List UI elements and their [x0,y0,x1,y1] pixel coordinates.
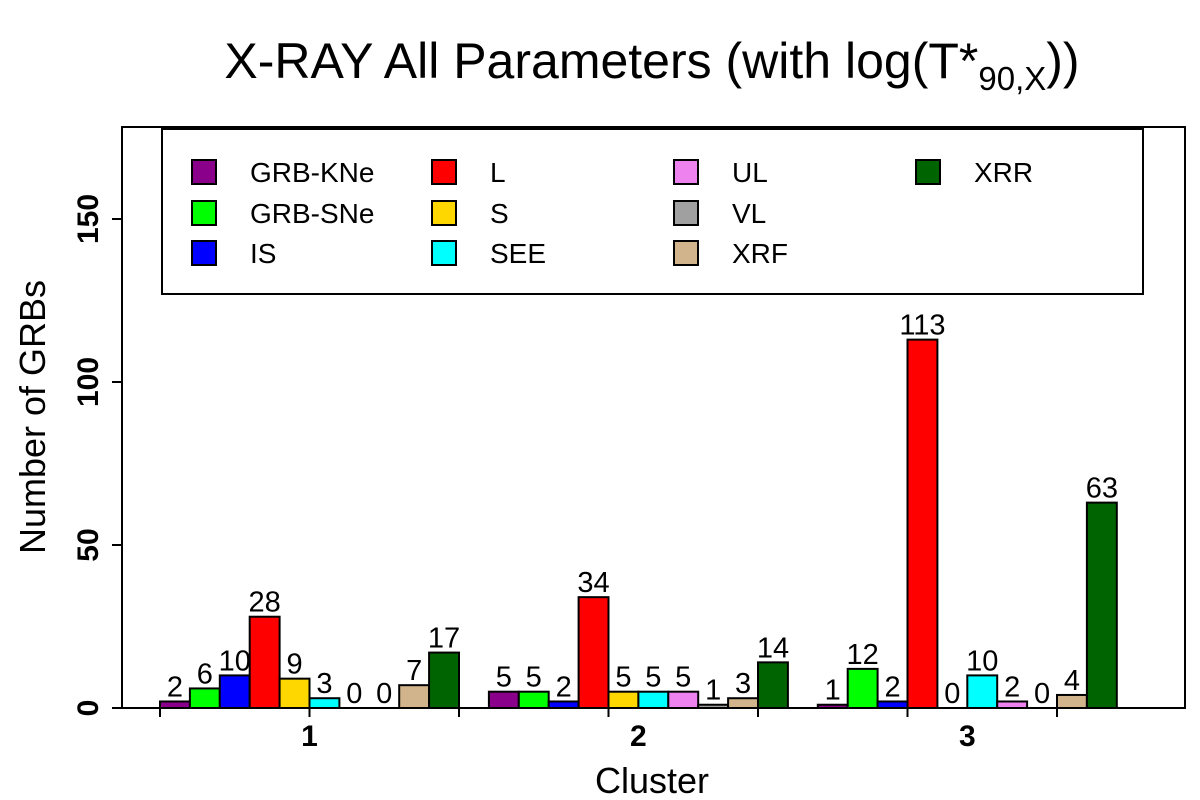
value-label-grb-kne-cluster-3: 1 [825,675,841,707]
chart-title-main: X-RAY All Parameters (with log(T* [224,33,978,89]
value-label-grb-kne-cluster-2: 5 [496,662,512,694]
value-label-ul-cluster-1: 0 [346,678,362,710]
bar-s-cluster-2 [607,690,640,710]
legend-box [161,128,1144,295]
bar-is-cluster-1 [218,674,251,710]
value-label-vl-cluster-3: 0 [1034,678,1050,710]
y-axis: 0 50 100 150 [72,194,122,716]
bar-xrr-cluster-1 [428,651,461,710]
bar-l-cluster-2 [577,596,610,709]
legend-swatch-grb-sne [191,200,217,226]
value-label-see-cluster-2: 5 [645,662,661,694]
legend-label-l: L [490,157,506,188]
value-label-see-cluster-1: 3 [316,668,332,700]
legend-label-is: IS [250,238,276,269]
value-label-l-cluster-1: 28 [249,587,281,619]
chart-title-subscript: 90,X [978,60,1046,97]
value-label-vl-cluster-2: 1 [705,675,721,707]
x-axis-label: Cluster [595,760,709,800]
bar-grb-sne-cluster-3 [846,667,879,710]
x-tick-label-2: 2 [630,720,647,753]
legend-label-grb-kne: GRB-KNe [250,157,374,188]
legend-label-xrf: XRF [732,238,788,269]
legend-swatch-ul [673,159,699,185]
legend-label-see: SEE [490,238,546,269]
bar-xrf-cluster-1 [398,684,431,709]
value-label-l-cluster-2: 34 [577,567,609,599]
value-label-vl-cluster-1: 0 [376,678,392,710]
x-axis: 1 2 3 [159,707,1117,753]
legend-swatch-see [431,240,457,266]
legend-label-xrr: XRR [974,157,1033,188]
value-label-xrr-cluster-1: 17 [428,623,460,655]
bar-grb-sne-cluster-1 [188,687,221,710]
value-label-grb-kne-cluster-1: 2 [167,671,183,703]
value-label-see-cluster-3: 10 [966,645,998,677]
legend-label-grb-sne: GRB-SNe [250,198,374,229]
value-label-xrf-cluster-1: 7 [406,655,422,687]
y-tick-label-100: 100 [72,357,105,407]
y-axis-label: Number of GRBs [12,280,53,554]
bar-see-cluster-2 [637,690,670,710]
value-label-grb-sne-cluster-1: 6 [197,658,213,690]
legend-label-vl: VL [732,198,766,229]
y-tick-label-50: 50 [72,528,105,561]
bar-grb-kne-cluster-2 [487,690,520,710]
x-tick-label-1: 1 [301,720,318,753]
bar-ul-cluster-2 [667,690,700,710]
y-tick-label-150: 150 [72,194,105,244]
value-label-s-cluster-1: 9 [286,649,302,681]
y-tick-label-0: 0 [72,700,105,717]
legend-swatch-grb-kne [191,159,217,185]
value-label-is-cluster-1: 10 [219,645,251,677]
legend-swatch-is [191,240,217,266]
value-label-s-cluster-3: 0 [944,678,960,710]
value-label-ul-cluster-3: 2 [1004,671,1020,703]
legend-swatch-xrf [673,240,699,266]
value-label-l-cluster-3: 113 [899,310,945,342]
legend-swatch-xrr [915,159,941,185]
bar-xrr-cluster-2 [757,661,789,709]
legend-label-ul: UL [732,157,768,188]
bar-see-cluster-3 [966,674,999,710]
legend-label-s: S [490,198,509,229]
value-label-grb-sne-cluster-2: 5 [526,662,542,694]
legend-swatch-s [431,200,457,226]
value-label-xrf-cluster-2: 3 [735,668,751,700]
value-label-xrr-cluster-3: 63 [1086,473,1118,505]
legend-swatch-vl [673,200,699,226]
value-label-grb-sne-cluster-3: 12 [847,639,879,671]
bar-l-cluster-1 [248,615,281,709]
legend: GRB-KNe GRB-SNe IS LS SEE UL VL XRF XRR [161,128,1144,295]
bars [159,338,1118,710]
chart-title: X-RAY All Parameters (with log(T*90,X)) [224,33,1079,97]
value-label-xrr-cluster-2: 14 [757,632,789,664]
value-label-ul-cluster-2: 5 [675,662,691,694]
value-label-s-cluster-2: 5 [615,662,631,694]
value-label-is-cluster-3: 2 [884,671,900,703]
value-label-xrf-cluster-3: 4 [1064,665,1080,697]
bar-s-cluster-1 [278,677,311,709]
bar-xrr-cluster-3 [1085,501,1118,709]
x-tick-label-3: 3 [959,720,976,753]
legend-swatch-l [431,159,457,185]
value-label-is-cluster-2: 2 [556,671,572,703]
bar-l-cluster-3 [906,338,939,709]
bar-grb-sne-cluster-2 [517,690,550,710]
chart-title-close: )) [1046,33,1079,89]
